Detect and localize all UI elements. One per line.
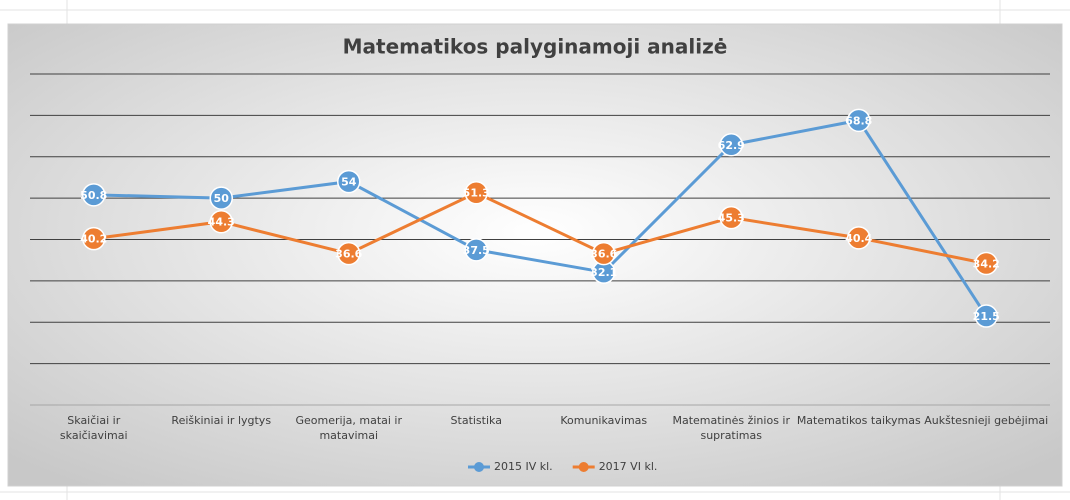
x-tick-label: Reiškiniai ir lygtys [171,414,272,427]
marker [719,133,743,157]
marker [464,180,488,205]
data-label: 68.8 [845,114,872,127]
x-tick-label: Komunikavimas [560,414,648,427]
data-label: 50.8 [80,189,107,202]
data-label: 62.9 [718,139,745,152]
x-tick-label: Aukštesnieji gebėjimai [924,414,1049,427]
legend-marker [474,462,484,472]
marker [719,205,743,230]
series-line [93,118,988,317]
marker [974,304,998,328]
data-label: 44.3 [208,216,235,229]
data-label: 34.2 [973,257,1000,270]
data-label: 40.4 [845,232,872,245]
marker [847,226,871,250]
marker [464,238,488,262]
marker [209,186,233,210]
chart-area [7,23,1063,487]
series-line [93,191,987,265]
marker [974,251,998,276]
data-label: 37.5 [463,244,490,257]
legend-label: 2015 IV kl. [494,460,553,473]
data-label: 36.6 [590,248,617,261]
data-label: 54 [341,176,357,189]
data-label: 40.2 [80,233,107,246]
x-tick-label: Geomerija, matai ir matavimai [295,414,402,442]
legend-label: 2017 VI kl. [599,460,658,473]
x-tick-label: Skaičiai ir skaičiavimai [59,414,128,442]
x-tick-label: Matematikos taikymas [796,414,921,427]
data-label: 45.3 [718,212,745,225]
marker [82,183,106,207]
marker [847,108,871,133]
data-label: 51.3 [463,187,490,200]
data-label: 50 [214,192,230,205]
x-tick-label: Matematinės žinios ir supratimas [672,414,791,442]
chart-title: Matematikos palyginamoji analizė [343,35,728,59]
data-label: 32.1 [590,266,617,279]
marker [337,169,361,194]
data-label: 36.6 [335,248,362,261]
marker [209,209,233,234]
marker [337,241,361,266]
x-tick-label: Statistika [450,414,502,427]
marker [82,226,106,251]
legend-marker [578,462,589,472]
marker [592,241,616,266]
data-label: 21.5 [973,310,1000,323]
